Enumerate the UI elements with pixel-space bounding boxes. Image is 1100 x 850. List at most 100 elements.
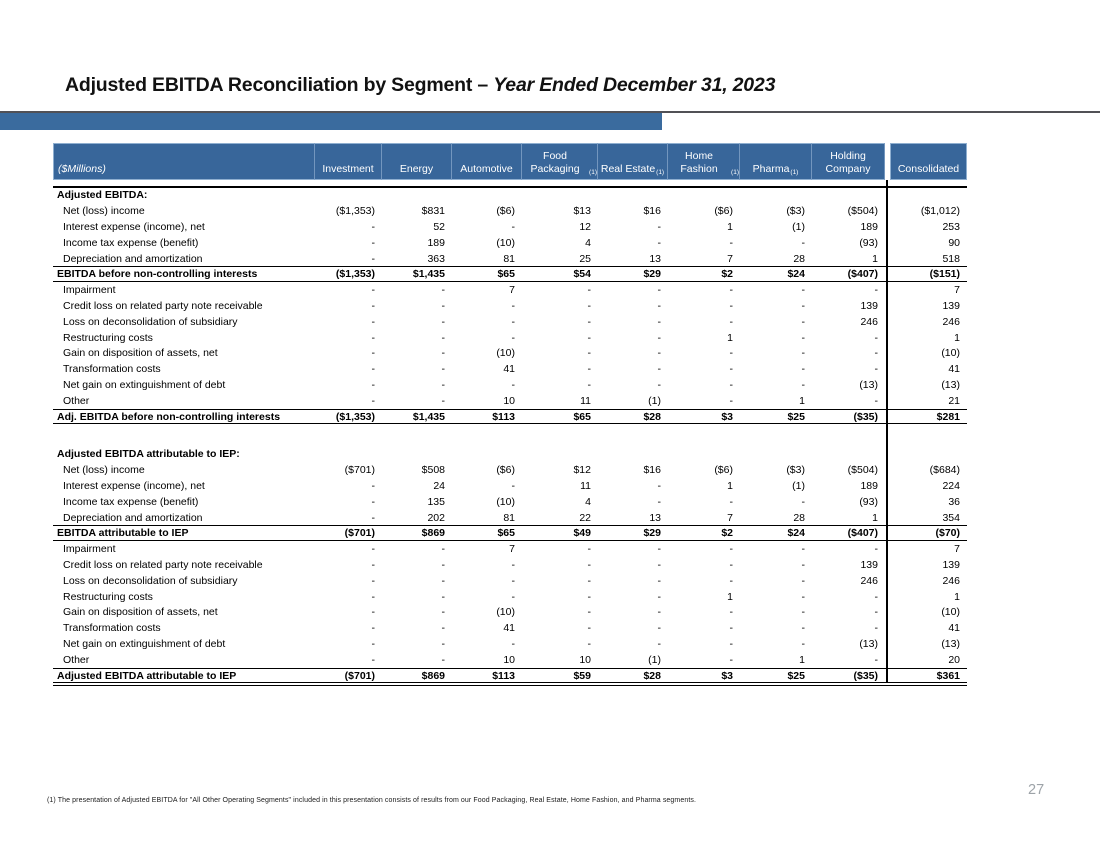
row-label: Transformation costs [63,622,161,635]
table-row-item: Net gain on extinguishment of debt - - - - - -… [53,636,967,652]
footnote-marker: (1) [731,168,739,176]
cell-automotive: (10) [496,606,515,619]
cell-pharma: 1 [799,394,805,407]
cell-consolidated: ($70) [935,527,960,540]
cell-automotive: - [511,637,516,650]
accent-bar [0,113,662,130]
cell-food-packaging: 25 [579,252,591,265]
cell-food-packaging: - [587,378,592,391]
cell-food-packaging: - [587,299,592,312]
table-row-item: Net (loss) income ($1,353) $831 ($6) $13 $16 (… [53,203,967,219]
cell-holding-company: ($407) [847,527,878,540]
cell-consolidated: 246 [942,574,960,587]
cell-food-packaging: - [587,637,592,650]
cell-energy: - [441,558,446,571]
footnote: (1) The presentation of Adjusted EBITDA … [47,797,697,804]
cell-energy: - [441,606,446,619]
cell-food-packaging: 12 [579,220,591,233]
cell-investment: - [371,543,376,556]
cell-energy: 189 [427,236,445,249]
cell-pharma: - [801,495,806,508]
cell-pharma: - [801,347,806,360]
cell-food-packaging: 10 [579,653,591,666]
row-label: Interest expense (income), net [63,220,205,233]
cell-consolidated: 253 [942,220,960,233]
cell-real-estate: 13 [649,252,661,265]
cell-investment: ($1,353) [335,205,375,218]
row-label: Depreciation and amortization [63,511,203,524]
cell-food-packaging: - [587,331,592,344]
cell-holding-company: - [874,606,879,619]
cell-real-estate: - [657,363,662,376]
cell-automotive: - [511,331,516,344]
cell-consolidated: 36 [948,495,960,508]
cell-food-packaging: - [587,347,592,360]
cell-home-fashion: 1 [727,479,733,492]
row-label: Other [63,653,90,666]
column-header-holding-company: Holding Company [812,143,885,180]
cell-consolidated: 41 [948,363,960,376]
cell-automotive: ($6) [496,464,515,477]
row-label: Loss on deconsolidation of subsidiary [63,315,238,328]
cell-energy: - [441,653,446,666]
cell-holding-company: 189 [860,220,878,233]
cell-consolidated: 518 [942,252,960,265]
cell-holding-company: (93) [859,236,878,249]
cell-consolidated: 7 [954,284,960,297]
table-body: Adjusted EBITDA: Net (loss) income ($1,353… [53,188,967,687]
cell-home-fashion: 1 [727,220,733,233]
cell-automotive: ($6) [496,205,515,218]
cell-energy: - [441,637,446,650]
cell-pharma: 28 [793,511,805,524]
cell-investment: ($701) [344,464,375,477]
cell-real-estate: 13 [649,511,661,524]
footnote-marker: (1) [656,168,665,176]
cell-investment: - [371,558,376,571]
cell-investment: ($701) [344,669,375,682]
cell-energy: - [441,299,446,312]
cell-real-estate: (1) [648,394,661,407]
cell-pharma: - [801,363,806,376]
cell-investment: - [371,574,376,587]
column-header-food-packaging: Food Packaging (1) [522,143,598,180]
cell-home-fashion: 1 [727,590,733,603]
cell-consolidated: ($151) [929,268,960,281]
cell-home-fashion: - [729,558,734,571]
cell-energy: - [441,363,446,376]
cell-consolidated: 90 [948,236,960,249]
cell-consolidated: 354 [942,511,960,524]
cell-consolidated: (13) [941,637,960,650]
row-label: Income tax expense (benefit) [63,236,199,249]
cell-investment: - [371,606,376,619]
cell-energy: 202 [427,511,445,524]
cell-pharma: $25 [787,410,805,423]
title-emphasis: Year Ended December 31, 2023 [493,74,776,96]
cell-investment: - [371,284,376,297]
cell-holding-company: ($35) [853,410,878,423]
row-label: EBITDA attributable to IEP [57,527,189,540]
cell-home-fashion: - [729,495,734,508]
cell-automotive: (10) [496,495,515,508]
cell-consolidated: 20 [948,653,960,666]
row-label: Restructuring costs [63,331,153,344]
cell-home-fashion: 1 [727,331,733,344]
cell-pharma: - [801,606,806,619]
cell-home-fashion: - [729,543,734,556]
cell-investment: - [371,236,376,249]
cell-real-estate: - [657,558,662,571]
row-label: Depreciation and amortization [63,252,203,265]
row-label: Other [63,394,90,407]
cell-consolidated: 1 [954,331,960,344]
cell-pharma: - [801,378,806,391]
cell-home-fashion: - [729,284,734,297]
cell-pharma: 1 [799,653,805,666]
cell-food-packaging: - [587,622,592,635]
cell-automotive: (10) [496,347,515,360]
table-header-row: ($Millions) Investment Energy Automotive Foo… [53,143,967,180]
table-row-item: Income tax expense (benefit) - 135 (10) 4 - - -… [53,494,967,510]
table-row-item: Interest expense (income), net - 24 - 11 - 1 (1… [53,478,967,494]
column-header-automotive: Automotive [452,143,522,180]
cell-food-packaging: - [587,315,592,328]
page-number: 27 [1028,782,1045,798]
cell-automotive: 7 [509,284,515,297]
